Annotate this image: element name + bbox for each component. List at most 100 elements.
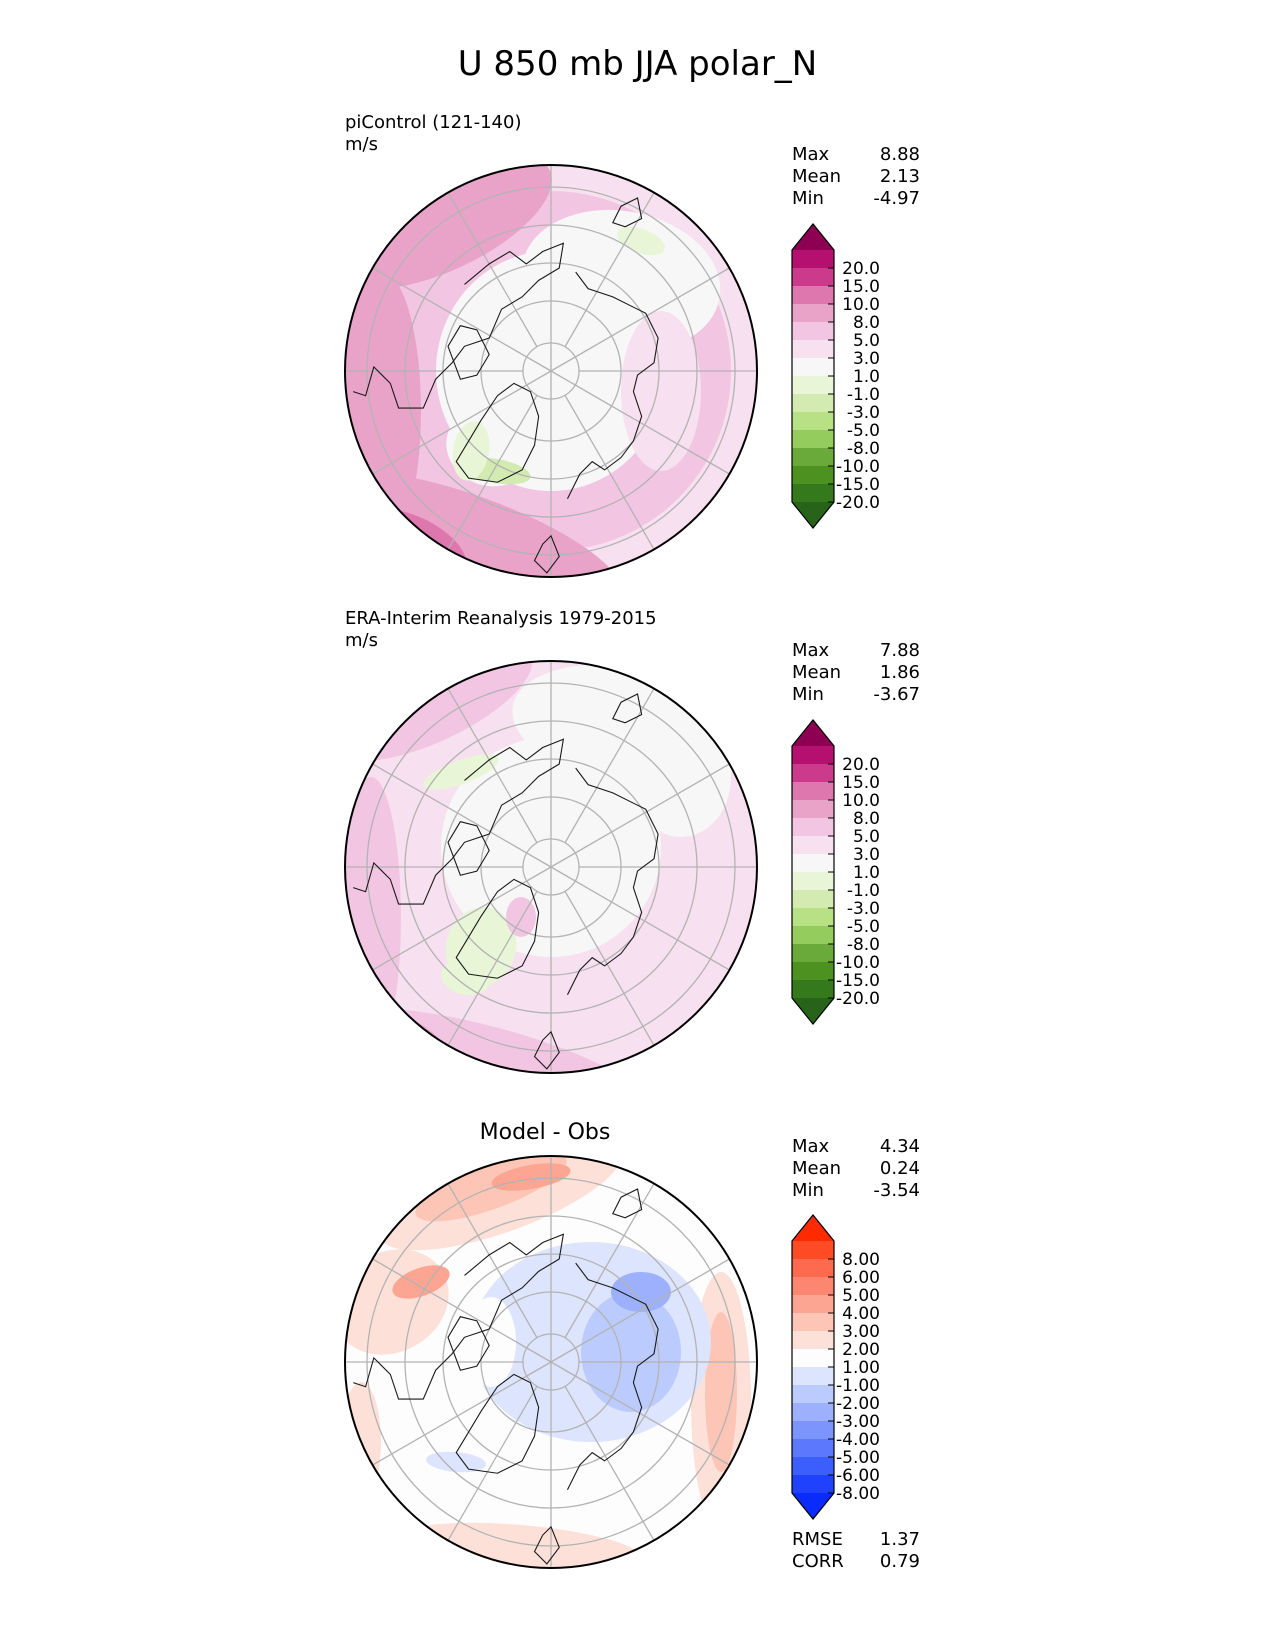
field-contour — [426, 1451, 486, 1473]
meridian — [447, 890, 538, 1046]
meridian — [372, 1375, 528, 1466]
stat-label: Min — [792, 1180, 824, 1201]
colorbar-tick-label: 15.0 — [842, 773, 880, 793]
colorbar-segment — [792, 394, 834, 413]
colorbar-segment — [792, 836, 834, 855]
colorbar-segment — [792, 1331, 834, 1350]
colorbar-tick-label: -15.0 — [836, 971, 880, 991]
meridian — [447, 1183, 538, 1339]
panel-3-metrics: RMSE 1.37 CORR 0.79 — [792, 1529, 920, 1573]
graticule — [345, 1156, 757, 1568]
panel-colorbars: 20.015.010.08.05.03.01.0-1.0-3.0-5.0-8.0… — [791, 223, 880, 1520]
colorbar-segment — [792, 746, 834, 765]
coastline — [567, 768, 658, 995]
colorbar-segment — [792, 872, 834, 891]
colorbar-tick-label: -5.00 — [836, 1448, 880, 1468]
field-contour — [441, 958, 491, 996]
polar-map-model — [344, 164, 758, 578]
colorbar-segment — [792, 782, 834, 801]
colorbar-tick-label: 8.0 — [853, 809, 880, 829]
stat-max: Max 7.88 — [792, 640, 920, 662]
colorbar-tick-label: 4.00 — [842, 1304, 880, 1324]
meridian — [447, 394, 538, 550]
field-contour — [705, 1312, 737, 1472]
coastlines — [353, 198, 658, 573]
stat-mean: Mean 2.13 — [792, 166, 920, 188]
coastline — [613, 1189, 642, 1218]
colorbar-segment — [792, 944, 834, 963]
colorbar-segment — [792, 1295, 834, 1314]
stat-min: Min -3.67 — [792, 684, 920, 706]
meridian — [574, 1258, 730, 1349]
coastline — [613, 694, 642, 723]
colorbar-tick-label: 15.0 — [842, 277, 880, 297]
colorbar-segment — [792, 268, 834, 287]
colorbar-tick-label: -8.0 — [847, 439, 880, 459]
colorbar-segment — [792, 926, 834, 945]
colorbar-tick-label: -1.00 — [836, 1376, 880, 1396]
polar-map-obs — [344, 660, 758, 1074]
colorbar-extend-max — [792, 720, 834, 746]
stat-label: Min — [792, 684, 824, 705]
colorbar-segment — [792, 430, 834, 449]
coastlines — [353, 1189, 658, 1564]
panel-1-title-line1: piControl (121-140) — [345, 112, 522, 133]
colorbar-extend-min — [792, 502, 834, 528]
colorbar-segment — [792, 854, 834, 873]
colorbar-tick-label: -20.0 — [836, 989, 880, 1009]
field-contour — [423, 754, 499, 790]
colorbar-tick-label: 1.0 — [853, 863, 880, 883]
stat-label: Max — [792, 1136, 830, 1157]
colorbar-segment — [792, 286, 834, 305]
map-boundary — [344, 660, 758, 1074]
colorbar-tick-label: -1.0 — [847, 881, 880, 901]
field-layer — [345, 165, 757, 577]
meridian — [564, 1385, 655, 1541]
colorbar-segment — [792, 980, 834, 999]
stat-value: 1.37 — [879, 1529, 920, 1550]
meridian — [526, 1347, 552, 1363]
stat-label: Mean — [792, 166, 842, 187]
colorbar-tick-label: 6.00 — [842, 1268, 880, 1288]
stat-label: Min — [792, 188, 824, 209]
stat-value: 4.34 — [879, 1136, 920, 1157]
colorbar-segment — [792, 448, 834, 467]
stat-label: Max — [792, 640, 830, 661]
colorbar-tick-label: 20.0 — [842, 755, 880, 775]
meridian — [564, 688, 655, 844]
coastline — [448, 326, 489, 380]
colorbar-tick-label: -3.0 — [847, 403, 880, 423]
meridian — [574, 1375, 730, 1466]
field-layer — [345, 1156, 757, 1568]
colorbar-segment — [792, 322, 834, 341]
meridian — [526, 866, 552, 882]
colorbar-extend-min — [792, 998, 834, 1024]
stat-value: 7.88 — [879, 640, 920, 661]
coastline — [456, 879, 538, 978]
colorbar-segment — [792, 818, 834, 837]
colorbar-tick-label: -15.0 — [836, 475, 880, 495]
coastline — [448, 822, 489, 876]
colorbar-segment — [792, 1475, 834, 1494]
stat-value: 0.79 — [879, 1551, 920, 1572]
stat-max: Max 8.88 — [792, 144, 920, 166]
coastlines — [353, 694, 658, 1069]
colorbar-tick-label: -10.0 — [836, 953, 880, 973]
colorbar-tick-label: 10.0 — [842, 295, 880, 315]
meridian — [550, 866, 576, 882]
stat-corr: CORR 0.79 — [792, 1551, 920, 1573]
figure-title: U 850 mb JJA polar_N — [457, 44, 818, 84]
coastline — [353, 739, 563, 904]
colorbar-tick-label: -5.0 — [847, 421, 880, 441]
colorbar-segment — [792, 1349, 834, 1368]
panel-1-stats: Max 8.88 Mean 2.13 Min -4.97 — [792, 144, 920, 210]
field-contour — [506, 897, 536, 937]
colorbar-segment — [792, 466, 834, 485]
colorbar-segment — [792, 1403, 834, 1422]
colorbar-tick-label: 10.0 — [842, 791, 880, 811]
meridian — [372, 267, 528, 358]
colorbar-tick-label: -8.0 — [847, 935, 880, 955]
colorbar-segment — [792, 304, 834, 323]
colorbar-tick-label: 20.0 — [842, 259, 880, 279]
